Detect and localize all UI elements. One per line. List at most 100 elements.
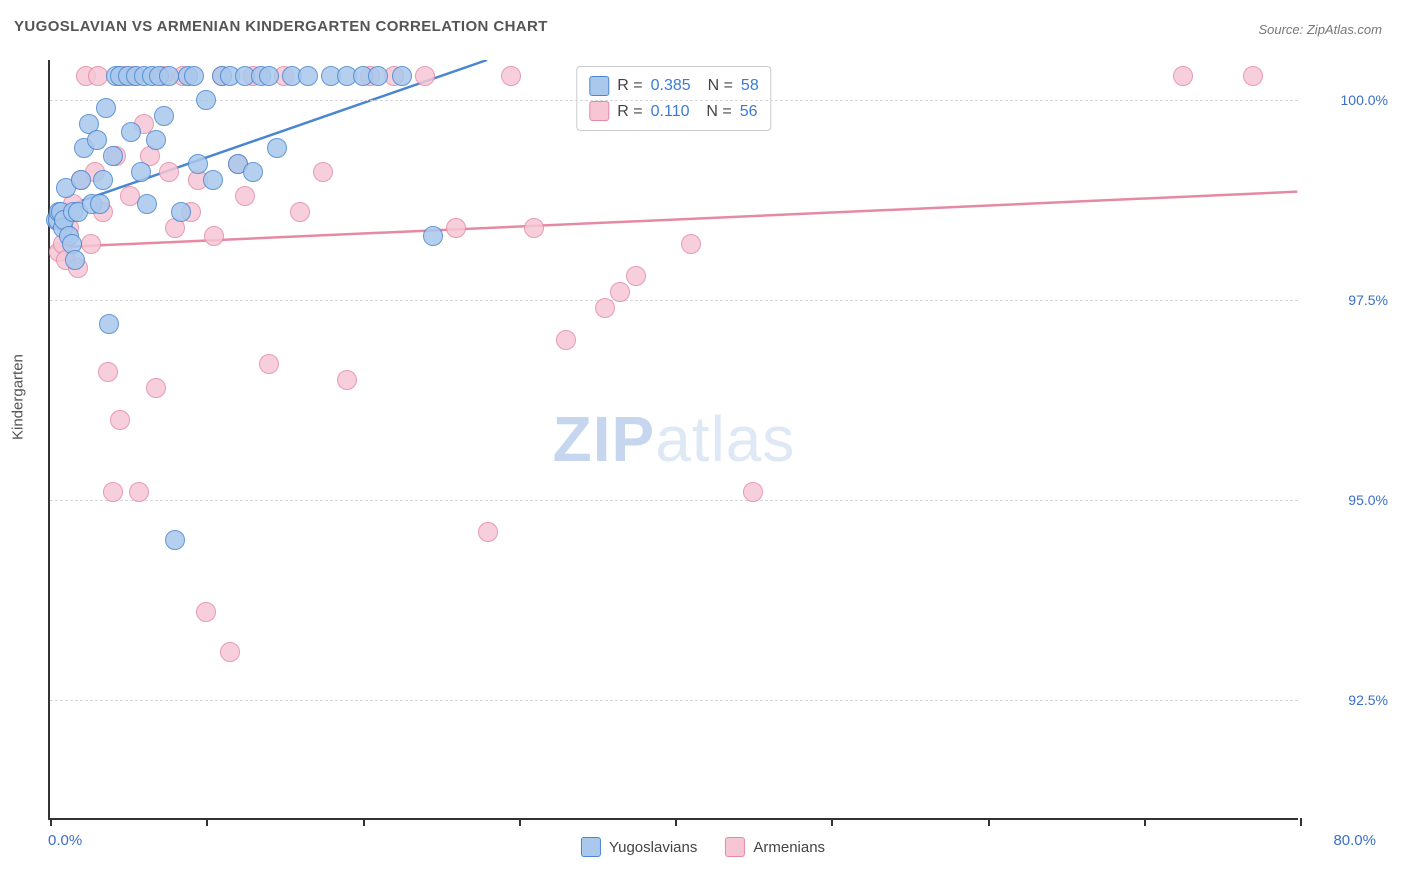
legend-n-value: 58 bbox=[741, 73, 759, 99]
series-legend-label: Armenians bbox=[753, 839, 825, 856]
x-tick bbox=[675, 818, 677, 826]
data-point bbox=[423, 226, 443, 246]
gridline bbox=[50, 300, 1298, 301]
data-point bbox=[165, 530, 185, 550]
watermark-text: ZIPatlas bbox=[553, 402, 796, 476]
y-tick-label: 100.0% bbox=[1308, 92, 1388, 108]
series-legend-item: Yugoslavians bbox=[581, 837, 697, 857]
data-point bbox=[204, 226, 224, 246]
gridline bbox=[50, 100, 1298, 101]
data-point bbox=[259, 66, 279, 86]
data-point bbox=[313, 162, 333, 182]
scatter-plot: ZIPatlas R = 0.385 N = 58R = 0.110 N = 5… bbox=[48, 60, 1298, 820]
source-name: ZipAtlas.com bbox=[1307, 22, 1382, 37]
legend-swatch bbox=[581, 837, 601, 857]
data-point bbox=[267, 138, 287, 158]
data-point bbox=[392, 66, 412, 86]
legend-r-value: 0.110 bbox=[651, 99, 690, 125]
x-tick bbox=[831, 818, 833, 826]
y-tick-label: 95.0% bbox=[1308, 492, 1388, 508]
data-point bbox=[93, 170, 113, 190]
data-point bbox=[137, 194, 157, 214]
data-point bbox=[368, 66, 388, 86]
data-point bbox=[290, 202, 310, 222]
data-point bbox=[595, 298, 615, 318]
data-point bbox=[98, 362, 118, 382]
legend-n-label: N = bbox=[699, 73, 733, 99]
data-point bbox=[184, 66, 204, 86]
watermark-zip: ZIP bbox=[553, 403, 656, 475]
data-point bbox=[103, 146, 123, 166]
data-point bbox=[129, 482, 149, 502]
data-point bbox=[103, 482, 123, 502]
data-point bbox=[203, 170, 223, 190]
data-point bbox=[90, 194, 110, 214]
x-tick bbox=[1144, 818, 1146, 826]
gridline bbox=[50, 700, 1298, 701]
legend-row: R = 0.110 N = 56 bbox=[589, 99, 758, 125]
chart-container: YUGOSLAVIAN VS ARMENIAN KINDERGARTEN COR… bbox=[0, 0, 1406, 892]
y-tick-label: 97.5% bbox=[1308, 292, 1388, 308]
chart-title: YUGOSLAVIAN VS ARMENIAN KINDERGARTEN COR… bbox=[14, 18, 548, 35]
legend-n-label: N = bbox=[697, 99, 731, 125]
series-legend: Yugoslavians Armenians bbox=[581, 837, 825, 857]
data-point bbox=[81, 234, 101, 254]
data-point bbox=[337, 370, 357, 390]
data-point bbox=[121, 122, 141, 142]
data-point bbox=[96, 98, 116, 118]
source-prefix: Source: bbox=[1258, 22, 1306, 37]
data-point bbox=[243, 162, 263, 182]
series-legend-item: Armenians bbox=[725, 837, 825, 857]
legend-n-value: 56 bbox=[740, 99, 758, 125]
data-point bbox=[131, 162, 151, 182]
x-tick bbox=[363, 818, 365, 826]
data-point bbox=[171, 202, 191, 222]
x-tick bbox=[988, 818, 990, 826]
data-point bbox=[154, 106, 174, 126]
data-point bbox=[146, 130, 166, 150]
x-tick bbox=[206, 818, 208, 826]
x-tick bbox=[50, 818, 52, 826]
data-point bbox=[110, 410, 130, 430]
data-point bbox=[159, 66, 179, 86]
data-point bbox=[87, 130, 107, 150]
legend-r-value: 0.385 bbox=[651, 73, 691, 99]
data-point bbox=[1243, 66, 1263, 86]
x-axis-min-label: 0.0% bbox=[48, 832, 82, 849]
legend-swatch bbox=[589, 76, 609, 96]
data-point bbox=[220, 642, 240, 662]
source-attribution: Source: ZipAtlas.com bbox=[1258, 22, 1382, 37]
correlation-legend: R = 0.385 N = 58R = 0.110 N = 56 bbox=[576, 66, 771, 131]
legend-swatch bbox=[725, 837, 745, 857]
x-tick bbox=[1300, 818, 1302, 826]
legend-row: R = 0.385 N = 58 bbox=[589, 73, 758, 99]
data-point bbox=[524, 218, 544, 238]
data-point bbox=[146, 378, 166, 398]
data-point bbox=[71, 170, 91, 190]
data-point bbox=[446, 218, 466, 238]
data-point bbox=[159, 162, 179, 182]
data-point bbox=[196, 602, 216, 622]
data-point bbox=[501, 66, 521, 86]
watermark-atlas: atlas bbox=[655, 403, 795, 475]
data-point bbox=[610, 282, 630, 302]
data-point bbox=[556, 330, 576, 350]
data-point bbox=[1173, 66, 1193, 86]
data-point bbox=[743, 482, 763, 502]
series-legend-label: Yugoslavians bbox=[609, 839, 697, 856]
data-point bbox=[626, 266, 646, 286]
data-point bbox=[415, 66, 435, 86]
legend-swatch bbox=[589, 101, 609, 121]
data-point bbox=[188, 154, 208, 174]
x-axis-max-label: 80.0% bbox=[1333, 832, 1376, 849]
data-point bbox=[259, 354, 279, 374]
data-point bbox=[478, 522, 498, 542]
y-tick-label: 92.5% bbox=[1308, 692, 1388, 708]
data-point bbox=[235, 186, 255, 206]
data-point bbox=[298, 66, 318, 86]
data-point bbox=[681, 234, 701, 254]
legend-r-label: R = bbox=[617, 73, 642, 99]
x-tick bbox=[519, 818, 521, 826]
data-point bbox=[196, 90, 216, 110]
legend-r-label: R = bbox=[617, 99, 642, 125]
